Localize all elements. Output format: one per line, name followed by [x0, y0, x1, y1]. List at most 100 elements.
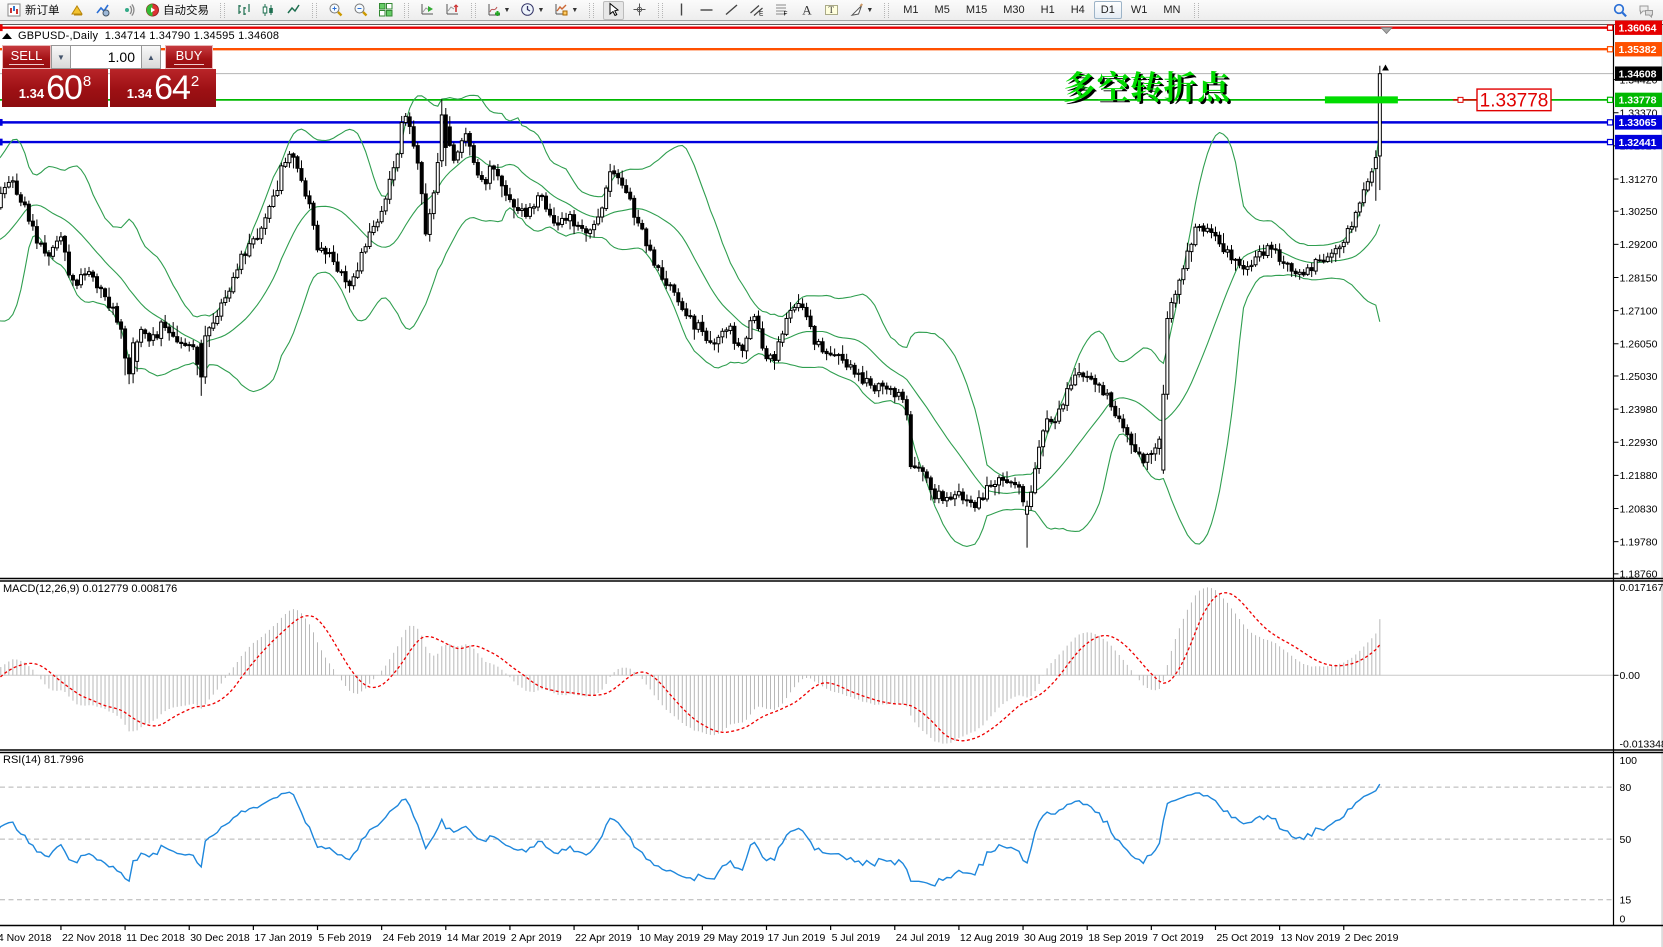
- quote-close: 1.34608: [238, 29, 280, 42]
- candle-body: [828, 352, 833, 356]
- sell-price-pips: 60: [46, 69, 83, 107]
- buy-price-panel[interactable]: 1.34 64 2: [110, 69, 216, 107]
- chart-shift-marker[interactable]: [1380, 27, 1393, 35]
- macd-pane-label: MACD(12,26,9) 0.012779 0.008176: [3, 583, 177, 595]
- timeframe-m15-button[interactable]: M15: [965, 4, 988, 16]
- timeframe-d1-button[interactable]: D1: [1093, 1, 1122, 19]
- horizontal-line-button[interactable]: [697, 1, 716, 20]
- market-watch-button[interactable]: [93, 1, 112, 20]
- candle-body: [399, 122, 404, 155]
- x-axis-label: 30 Aug 2019: [1024, 932, 1083, 944]
- lot-decrease-button[interactable]: ▼: [51, 45, 71, 69]
- dropdown-arrow-icon[interactable]: ▼: [537, 6, 545, 14]
- timeframe-m5-button[interactable]: M5: [934, 4, 950, 16]
- candle-body: [299, 168, 304, 181]
- chart-shift-button[interactable]: [443, 1, 462, 20]
- candle-body: [439, 114, 444, 162]
- scale-tick-label: 1.29200: [1620, 239, 1658, 251]
- price-tag-anchor[interactable]: [1457, 96, 1464, 103]
- collapse-triangle-icon[interactable]: [2, 32, 12, 39]
- candle-body: [1153, 447, 1158, 455]
- candle-body: [195, 346, 200, 365]
- candle-body: [1281, 261, 1286, 264]
- hline-handle[interactable]: [1606, 46, 1614, 53]
- price-tag-box[interactable]: [1476, 88, 1552, 112]
- search-button[interactable]: [1610, 1, 1630, 20]
- zoom-in-button[interactable]: [326, 1, 345, 20]
- bb-upper-line: [0, 94, 1381, 478]
- timeframe-h4-button[interactable]: H4: [1070, 4, 1085, 16]
- dropdown-arrow-icon[interactable]: ▼: [866, 6, 874, 14]
- candle-body: [22, 201, 27, 206]
- hline-left-handle[interactable]: [0, 24, 3, 32]
- chat-button[interactable]: [1636, 1, 1656, 20]
- bar-chart-button[interactable]: [234, 1, 253, 20]
- crosshair-icon: [633, 3, 646, 16]
- candle-body: [99, 286, 104, 290]
- line-chart-button[interactable]: [284, 1, 303, 20]
- candle-body: [956, 491, 961, 496]
- buy-button[interactable]: BUY: [165, 45, 213, 69]
- candle-body: [1185, 250, 1190, 270]
- new-order-button[interactable]: [5, 1, 62, 20]
- rsi-value: 81.7996: [43, 754, 84, 766]
- crosshair-button[interactable]: [630, 1, 649, 20]
- text-button[interactable]: A: [797, 1, 816, 20]
- horizontal-line-objects[interactable]: [0, 24, 1614, 146]
- candle-body: [948, 496, 953, 500]
- indicators-icon: [488, 4, 500, 16]
- timeframe-m30-button[interactable]: M30: [1003, 4, 1025, 16]
- tile-windows-button[interactable]: [376, 1, 395, 20]
- templates-button[interactable]: ▼: [552, 1, 580, 20]
- turning-point-annotation[interactable]: [1064, 70, 1231, 105]
- timeframe-h1-button[interactable]: H1: [1040, 4, 1055, 16]
- text-label-button[interactable]: T: [822, 1, 841, 20]
- signals-button[interactable]: [118, 1, 137, 20]
- timeframe-m1-button[interactable]: M1: [903, 4, 919, 16]
- candle-body: [980, 497, 985, 500]
- hline-left-handle[interactable]: [0, 118, 3, 126]
- shapes-button[interactable]: ▼: [847, 1, 875, 20]
- equidistant-channel-button[interactable]: E: [747, 1, 766, 20]
- candle-body: [415, 145, 420, 164]
- candle-body: [159, 321, 164, 339]
- dropdown-arrow-icon[interactable]: ▼: [571, 6, 579, 14]
- zoom-out-button[interactable]: [351, 1, 370, 20]
- periods-button[interactable]: ▼: [518, 1, 546, 20]
- hline-left-handle[interactable]: [0, 138, 3, 146]
- hline-handle[interactable]: [1606, 24, 1614, 31]
- chart-shift-icon: [446, 4, 458, 15]
- auto-trading-button[interactable]: [143, 1, 211, 20]
- charts-button[interactable]: [68, 1, 87, 20]
- sell-button[interactable]: SELL: [2, 45, 51, 69]
- candle-body: [127, 357, 132, 375]
- auto-scroll-button[interactable]: [418, 1, 437, 20]
- vertical-line-button[interactable]: [672, 1, 691, 20]
- sell-price-panel[interactable]: 1.34 60 8: [2, 69, 108, 107]
- candlestick-chart-button[interactable]: [259, 1, 278, 20]
- timeframe-w1-button[interactable]: W1: [1130, 4, 1148, 16]
- candle-body: [784, 317, 789, 335]
- svg-text:F: F: [784, 11, 788, 18]
- hline-handle[interactable]: [1606, 119, 1614, 126]
- candle-body: [1333, 248, 1338, 255]
- hline-handle[interactable]: [1606, 96, 1614, 104]
- indicators-button[interactable]: ▼: [485, 1, 513, 20]
- trendline-button[interactable]: [722, 1, 741, 20]
- cursor-button[interactable]: [603, 0, 625, 20]
- candle-body: [1313, 259, 1318, 272]
- fibonacci-button[interactable]: F: [772, 1, 791, 20]
- candle-body: [1181, 268, 1186, 281]
- hline-handle[interactable]: [1606, 138, 1614, 146]
- x-axis-label: 24 Jul 2019: [896, 932, 950, 944]
- lot-increase-button[interactable]: ▲: [141, 45, 161, 69]
- timeframe-mn-button[interactable]: MN: [1163, 4, 1181, 16]
- lot-size-input[interactable]: 1.00: [71, 45, 141, 69]
- dropdown-arrow-icon[interactable]: ▼: [503, 6, 511, 14]
- candle-body: [604, 187, 609, 210]
- highlight-zone[interactable]: [1324, 96, 1398, 104]
- toolbar-separator: [403, 2, 409, 18]
- price-tag-annotation[interactable]: 1.33778: [1453, 88, 1552, 112]
- candle-body: [1273, 248, 1278, 251]
